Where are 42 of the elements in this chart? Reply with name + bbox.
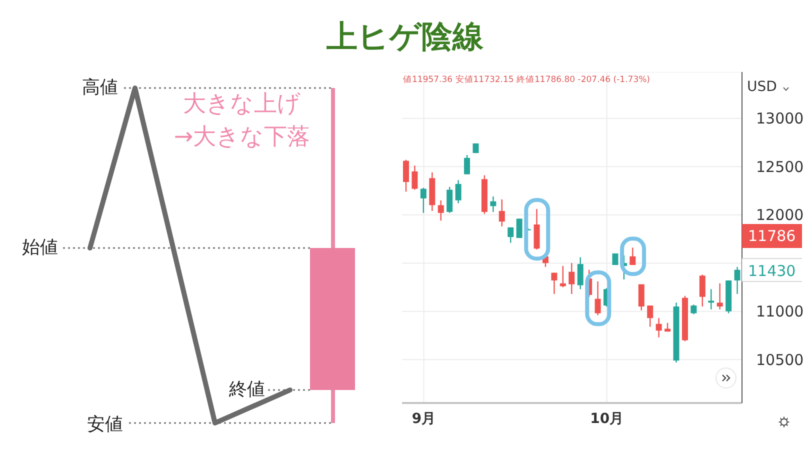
candlestick — [516, 218, 522, 239]
candlestick — [508, 226, 514, 244]
y-tick-label: 11000 — [756, 302, 804, 321]
candlestick — [734, 266, 740, 295]
text: 終値 — [229, 378, 265, 402]
text: 大きな上げ — [182, 90, 302, 119]
candlestick — [464, 154, 470, 175]
text: 11430 — [742, 258, 802, 282]
candlestick — [594, 280, 601, 316]
candlestick — [690, 304, 697, 315]
x-tick-label: 9月 — [412, 411, 436, 427]
candlestick — [446, 186, 453, 214]
x-tick-label: 10月 — [590, 411, 624, 427]
text: 始値 — [22, 236, 58, 260]
candlestick — [647, 304, 654, 328]
annotation: 値11957.36 安値11732.15 終値11786.80 -207.46 (-1.73%) — [403, 75, 651, 86]
text: 11786 — [742, 224, 802, 248]
text: 安値 — [87, 413, 123, 437]
candlestick — [455, 179, 462, 204]
candlestick — [403, 159, 409, 192]
candlestick — [490, 196, 496, 213]
candlestick — [438, 200, 444, 222]
candlestick — [699, 274, 706, 308]
y-tick-label: 12500 — [756, 158, 804, 176]
text: →大きな下落 — [172, 123, 312, 152]
y-tick-label: 13000 — [756, 110, 804, 128]
y-axis-title: USD — [747, 79, 777, 95]
candlestick — [412, 165, 418, 190]
text: 上ヒゲ陰線 — [326, 18, 484, 57]
y-tick-label: 12000 — [756, 206, 804, 224]
candlestick — [638, 284, 644, 311]
candlestick — [716, 282, 723, 310]
text: 高値 — [82, 76, 118, 100]
candlestick — [630, 247, 636, 266]
candlestick — [498, 198, 505, 227]
candlestick — [551, 272, 558, 295]
candlestick — [420, 187, 426, 214]
candlestick — [708, 288, 714, 310]
candlestick — [577, 256, 584, 290]
y-tick-label: 10500 — [756, 350, 804, 369]
candlestick — [568, 262, 575, 295]
candlestick — [656, 317, 662, 338]
